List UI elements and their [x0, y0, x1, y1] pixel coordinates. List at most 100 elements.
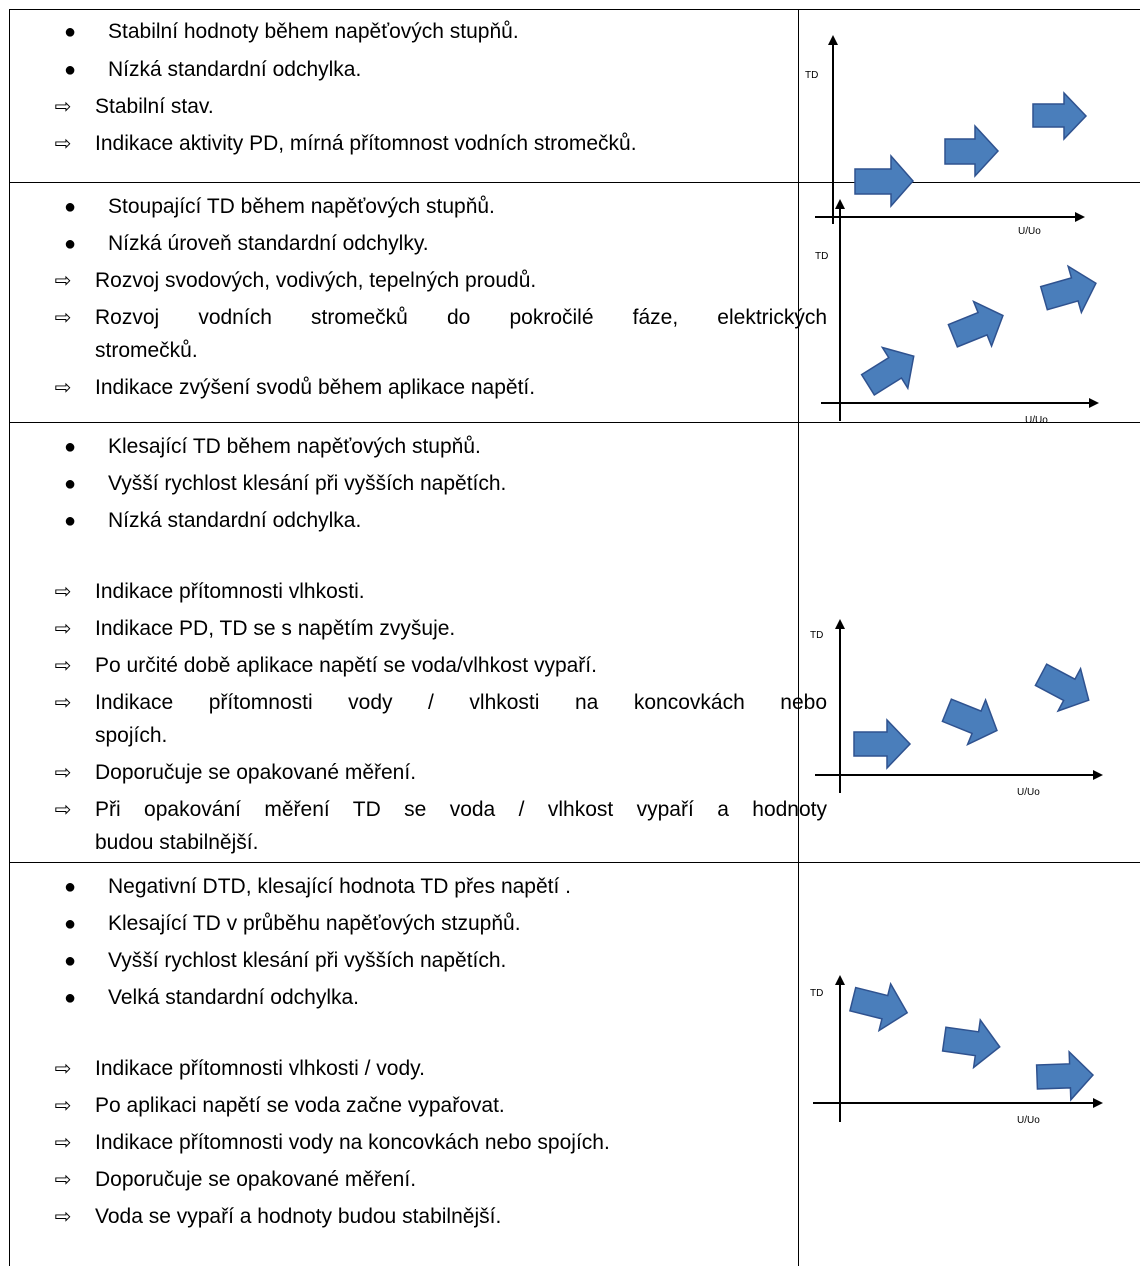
item-text: Negativní DTD, klesající hodnota TD přes…: [108, 875, 572, 898]
table-row: ● Stabilní hodnoty během napěťových stup…: [9, 9, 1140, 182]
trend-arrow-icon: [849, 981, 909, 1033]
bullet-marker: ●: [63, 510, 77, 532]
text-cell: ● Stabilní hodnoty během napěťových stup…: [9, 9, 798, 182]
item-text: Rozvoj svodových, vodivých, tepelných pr…: [95, 269, 537, 292]
item-text: Při opakování měření TD se voda / vlhkos…: [95, 798, 827, 821]
item-text: Nízká standardní odchylka.: [108, 58, 362, 81]
y-axis-label: TD: [810, 630, 823, 641]
interpretation-table: ● Stabilní hodnoty během napěťových stup…: [9, 9, 1140, 1266]
trend-arrow-icon: [854, 154, 914, 208]
trend-arrow-icon: [944, 124, 1000, 178]
arrow-marker: ⇨: [54, 762, 72, 784]
item-text: Nízká úroveň standardní odchylky.: [108, 232, 429, 255]
list-item-continuation: budou stabilnější.: [95, 830, 258, 856]
row-divider-2: [9, 422, 1140, 423]
item-text: Klesající TD během napěťových stupňů.: [108, 435, 481, 458]
arrow-marker: ⇨: [54, 799, 72, 821]
arrow-marker: ⇨: [54, 655, 72, 677]
arrow-marker: ⇨: [54, 581, 72, 603]
trend-arrow-icon: [1035, 1050, 1095, 1102]
text-cell: ● Stoupající TD během napěťových stupňů.…: [9, 182, 827, 422]
diagram-stable-td: TD U/Uo: [805, 35, 1088, 237]
x-axis-label: U/Uo: [1017, 1115, 1040, 1126]
trend-arrow-icon: [941, 1017, 1001, 1070]
bullet-marker: ●: [63, 950, 77, 972]
trend-arrow-icon: [860, 346, 915, 396]
arrow-marker: ⇨: [54, 618, 72, 640]
item-text: Velká standardní odchylka.: [108, 986, 359, 1009]
y-axis-label: TD: [810, 988, 823, 999]
y-axis-label: TD: [805, 70, 818, 81]
bullet-marker: ●: [63, 233, 77, 255]
item-text: spojích.: [95, 724, 168, 747]
table-row: ● Negativní DTD, klesající hodnota TD př…: [9, 862, 1140, 1266]
text-cell: ● Klesající TD během napěťových stupňů. …: [9, 422, 827, 862]
trend-arrow-icon: [1034, 663, 1090, 713]
item-text: Stabilní hodnoty během napěťových stupňů…: [108, 20, 519, 43]
arrow-marker: ⇨: [54, 307, 72, 329]
item-text: Po určité době aplikace napětí se voda/v…: [95, 654, 597, 677]
trend-arrow-icon: [941, 697, 998, 747]
trend-arrow-icon: [1032, 91, 1088, 141]
item-text: Indikace přítomnosti vlhkosti / vody.: [95, 1057, 425, 1080]
item-text: budou stabilnější.: [95, 831, 259, 854]
bullet-marker: ●: [63, 59, 77, 81]
arrow-marker: ⇨: [54, 692, 72, 714]
trend-arrow-icon: [853, 718, 912, 770]
y-axis-label: TD: [815, 251, 828, 262]
table-column-divider: [798, 9, 799, 1266]
arrow-marker: ⇨: [54, 1169, 72, 1191]
item-text: Indikace aktivity PD, mírná přítomnost v…: [95, 132, 637, 155]
diagram-negative-dtd: TD U/Uo: [810, 975, 1103, 1126]
arrow-marker: ⇨: [54, 1132, 72, 1154]
diagram-rising-td: TD U/Uo: [815, 199, 1099, 426]
item-text: Stabilní stav.: [95, 95, 214, 118]
item-text: Po aplikaci napětí se voda začne vypařov…: [95, 1094, 505, 1117]
x-axis-label: U/Uo: [1017, 787, 1040, 798]
list-item-continuation: spojích.: [95, 723, 167, 749]
x-axis-label: U/Uo: [1018, 226, 1041, 237]
item-text: Doporučuje se opakované měření.: [95, 1168, 417, 1191]
item-text: Rozvoj vodních stromečků do pokročilé fá…: [95, 306, 827, 329]
text-cell: ● Negativní DTD, klesající hodnota TD př…: [9, 862, 798, 1266]
item-text: Stoupající TD během napěťových stupňů.: [108, 195, 495, 218]
item-text: Vyšší rychlost klesání při vyšších napět…: [108, 472, 507, 495]
bullet-marker: ●: [63, 436, 77, 458]
table-border-top: [9, 9, 1140, 10]
item-text: stromečků.: [95, 339, 198, 362]
arrow-marker: ⇨: [54, 1095, 72, 1117]
arrow-marker: ⇨: [54, 377, 72, 399]
arrow-marker: ⇨: [54, 270, 72, 292]
bullet-marker: ●: [63, 876, 77, 898]
arrow-marker: ⇨: [54, 96, 72, 118]
diagram-falling-td: TD U/Uo: [810, 619, 1103, 798]
arrow-marker: ⇨: [54, 1206, 72, 1228]
figures-layer: TD U/Uo TD U/Uo TD U: [805, 35, 1103, 1126]
bullet-marker: ●: [63, 913, 77, 935]
arrow-marker: ⇨: [54, 133, 72, 155]
row-divider-1: [9, 182, 1140, 183]
item-text: Indikace PD, TD se s napětím zvyšuje.: [95, 617, 456, 640]
table-border-left: [9, 9, 10, 1266]
arrow-marker: ⇨: [54, 1058, 72, 1080]
item-text: Doporučuje se opakované měření.: [95, 761, 417, 784]
item-text: Nízká standardní odchylka.: [108, 509, 362, 532]
bullet-marker: ●: [63, 196, 77, 218]
trend-arrow-icon: [1039, 264, 1097, 315]
item-text: Indikace přítomnosti vlhkosti.: [95, 580, 365, 603]
bullet-marker: ●: [63, 21, 77, 43]
item-text: Voda se vypaří a hodnoty budou stabilněj…: [95, 1205, 502, 1228]
trend-arrow-icon: [947, 299, 1004, 349]
item-text: Indikace zvýšení svodů během aplikace na…: [95, 376, 536, 399]
bullet-marker: ●: [63, 473, 77, 495]
row-divider-3: [9, 862, 1140, 863]
table-row: ● Klesající TD během napěťových stupňů. …: [9, 422, 1140, 862]
item-text: Indikace přítomnosti vody / vlhkosti na …: [95, 691, 827, 714]
list-item-continuation: stromečků.: [95, 338, 198, 364]
item-text: Klesající TD v průběhu napěťových stzupň…: [108, 912, 521, 935]
table-row: ● Stoupající TD během napěťových stupňů.…: [9, 182, 1140, 422]
item-text: Vyšší rychlost klesání při vyšších napět…: [108, 949, 507, 972]
item-text: Indikace přítomnosti vody na koncovkách …: [95, 1131, 610, 1154]
x-axis-label: U/Uo: [1025, 415, 1048, 426]
bullet-marker: ●: [63, 987, 77, 1009]
